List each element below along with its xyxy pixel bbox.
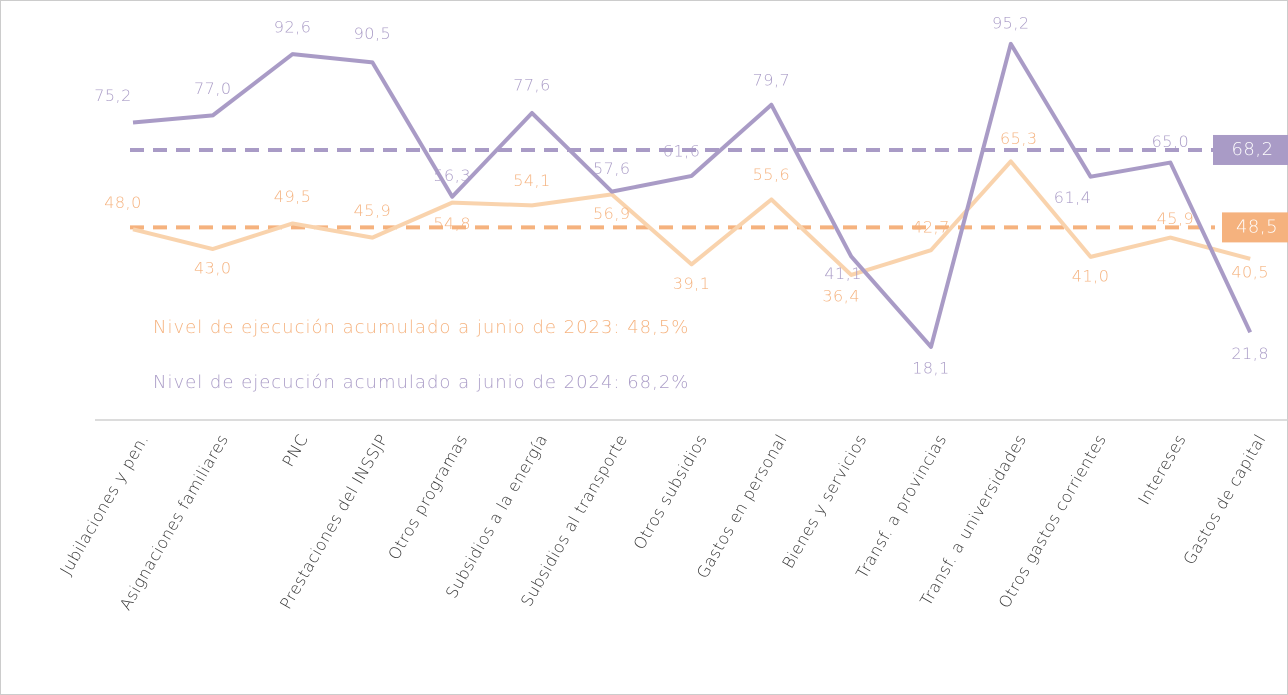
data-label: 21,8 (1231, 344, 1269, 363)
data-label: 45,9 (354, 201, 392, 220)
data-label: 61,4 (1054, 188, 1092, 207)
annotation: Nivel de ejecución acumulado a junio de … (153, 317, 689, 338)
data-label: 90,5 (354, 24, 392, 43)
data-label: 41,1 (824, 264, 862, 283)
data-label: 39,1 (673, 274, 711, 293)
series-line (132, 159, 1251, 277)
x-tick-label: Intereses (1134, 431, 1189, 508)
data-label: 56,9 (593, 204, 631, 223)
x-tick-label: Transf. a provincias (852, 431, 950, 582)
data-label: 48,0 (104, 193, 142, 212)
data-label: 41,0 (1072, 266, 1110, 285)
data-label: 75,2 (94, 86, 132, 105)
data-label: 43,0 (194, 259, 232, 278)
annotation: Nivel de ejecución acumulado a junio de … (153, 372, 689, 393)
x-tick-label: Jubilaciones y pen. (56, 431, 152, 579)
data-label: 92,6 (274, 18, 312, 37)
x-tick-label: Gastos en personal (693, 431, 791, 582)
data-label: 65,0 (1152, 132, 1190, 151)
x-tick-label: Bienes y servicios (778, 431, 870, 572)
data-label: 42,7 (912, 218, 950, 237)
reference-label: 68,2 (1231, 139, 1273, 160)
data-label: 49,5 (274, 187, 312, 206)
data-label: 95,2 (992, 13, 1030, 32)
data-label: 77,6 (513, 76, 551, 95)
data-label: 40,5 (1231, 262, 1269, 281)
x-tick-label: PNC (278, 431, 312, 470)
data-label: 79,7 (753, 70, 791, 89)
data-label: 56,3 (433, 166, 471, 185)
data-label: 45,9 (1157, 209, 1195, 228)
x-tick-label: Otros subsidios (630, 431, 711, 553)
series-line (132, 41, 1253, 349)
data-label: 61,6 (663, 141, 701, 160)
data-label: 54,8 (433, 214, 471, 233)
data-label: 55,6 (753, 165, 791, 184)
data-label: 57,6 (593, 159, 631, 178)
data-label: 65,3 (1000, 129, 1038, 148)
reference-label-box (1222, 212, 1288, 243)
x-tick-label: Otros programas (384, 431, 471, 563)
data-label: 77,0 (194, 79, 232, 98)
x-tick-label: Gastos de capital (1179, 431, 1269, 568)
reference-label-box (1213, 134, 1288, 165)
reference-label: 48,5 (1236, 216, 1278, 237)
data-label: 54,1 (513, 171, 551, 190)
data-label: 36,4 (822, 286, 860, 305)
data-label: 18,1 (912, 358, 950, 377)
